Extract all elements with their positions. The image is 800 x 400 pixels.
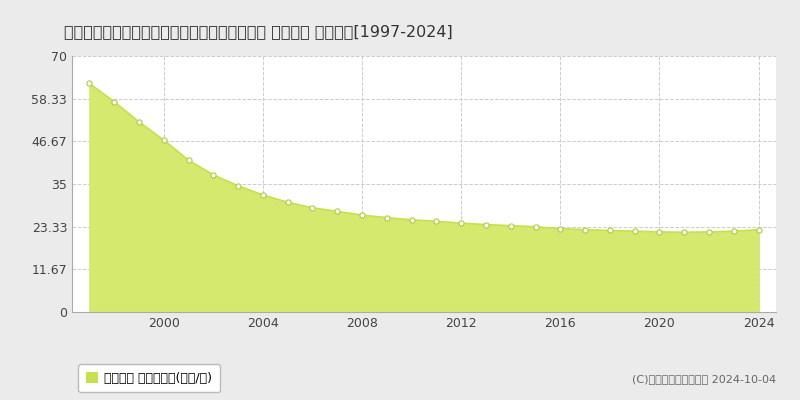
Point <box>678 229 690 236</box>
Point <box>207 172 220 178</box>
Point <box>381 214 394 221</box>
Point <box>504 222 517 229</box>
Point <box>752 226 765 233</box>
Point <box>158 137 170 143</box>
Text: (C)土地価格ドットコム 2024-10-04: (C)土地価格ドットコム 2024-10-04 <box>632 374 776 384</box>
Point <box>529 224 542 230</box>
Point <box>479 221 492 228</box>
Text: 千葉県鎌ケ谷市西佐津間１丁目１９２番４４外 基準地価 地価推移[1997-2024]: 千葉県鎌ケ谷市西佐津間１丁目１９２番４４外 基準地価 地価推移[1997-202… <box>64 24 453 39</box>
Point <box>83 80 96 87</box>
Point <box>133 119 146 125</box>
Point <box>430 218 442 224</box>
Point <box>232 183 245 189</box>
Point <box>282 199 294 206</box>
Point <box>727 228 740 234</box>
Point <box>578 226 591 233</box>
Legend: 基準地価 平均坪単価(万円/坪): 基準地価 平均坪単価(万円/坪) <box>78 364 220 392</box>
Point <box>702 229 715 235</box>
Point <box>454 220 467 226</box>
Point <box>356 212 369 218</box>
Point <box>554 226 566 232</box>
Point <box>108 98 121 105</box>
Point <box>306 204 319 211</box>
Point <box>182 157 195 164</box>
Point <box>331 208 344 215</box>
Point <box>406 217 418 223</box>
Point <box>653 229 666 235</box>
Point <box>603 227 616 234</box>
Point <box>257 192 270 198</box>
Point <box>628 228 641 234</box>
